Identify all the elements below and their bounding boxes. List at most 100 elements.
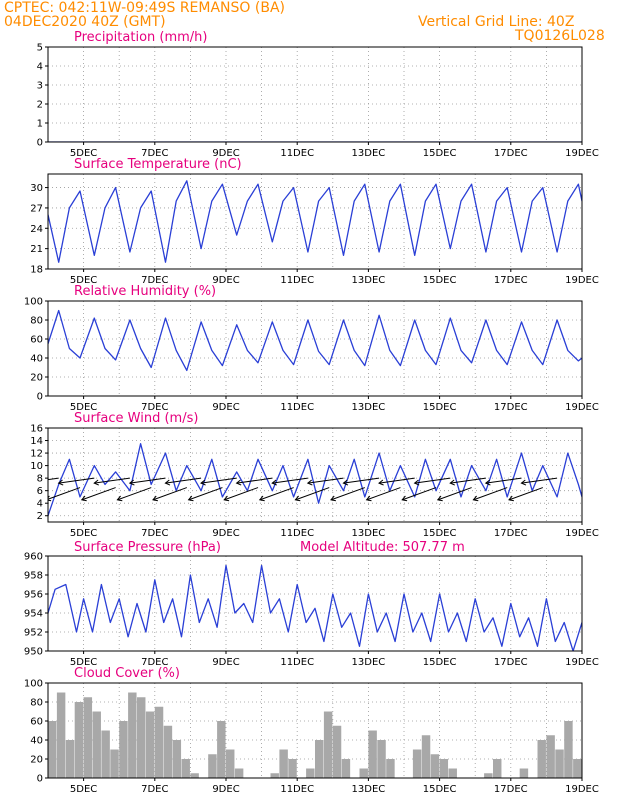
wind-arrow-head [223, 495, 230, 502]
cloud-bar [573, 759, 582, 778]
x-tick-label: 7DEC [141, 275, 168, 286]
wind-arrow-head [23, 480, 28, 485]
y-tick-label: 4 [37, 62, 43, 73]
plot-area [48, 564, 582, 651]
y-tick-label: 80 [30, 316, 43, 327]
wind-arrow [259, 487, 294, 501]
x-tick-label: 11DEC [280, 402, 314, 413]
x-tick-label: 5DEC [70, 784, 97, 795]
cloud-bar [110, 749, 119, 778]
x-tick-label: 19DEC [565, 148, 599, 159]
cloud-bar [493, 759, 502, 778]
cloud-bar [288, 759, 297, 778]
cloud-bar [332, 725, 342, 778]
x-tick-label: 5DEC [70, 148, 97, 159]
y-tick-label: 3 [37, 81, 43, 92]
y-tick-label: 40 [30, 354, 43, 365]
cloud-bar [519, 768, 529, 778]
cloud-bar [368, 730, 377, 778]
x-tick-label: 11DEC [280, 275, 314, 286]
x-tick-label: 11DEC [280, 784, 314, 795]
y-tick-label: 16 [30, 424, 43, 435]
x-tick-label: 11DEC [280, 657, 314, 668]
y-tick-label: 6 [37, 486, 43, 497]
plot-area [48, 692, 582, 778]
header-station: CPTEC: 042:11W-09:49S REMANSO (BA) [4, 0, 285, 16]
cloud-bar [119, 721, 128, 778]
wind-arrow-head [520, 479, 527, 486]
panel-precip: 0 1 2 3 4 5 5DEC 7DEC 9DEC 11DEC 13DEC 15DEC 17DEC 19… [37, 30, 599, 159]
wind-arrow-head [484, 479, 491, 486]
x-tick-label: 9DEC [212, 657, 239, 668]
wind-arrow-head [164, 479, 171, 486]
y-tick-label: 14 [30, 436, 43, 447]
wind-arrow-head [235, 479, 242, 486]
wind-arrow [165, 477, 202, 484]
cloud-bar [163, 725, 173, 778]
x-tick-label: 9DEC [212, 148, 239, 159]
wind-arrow [307, 477, 344, 484]
x-tick-label: 19DEC [565, 402, 599, 413]
cloud-bar [92, 711, 101, 778]
wind-arrow-head [152, 495, 158, 502]
wind-arrow [152, 487, 188, 501]
x-tick-label: 7DEC [141, 657, 168, 668]
x-tick-label: 19DEC [565, 657, 599, 668]
x-tick-label: 13DEC [352, 528, 386, 539]
wind-arrow-head [365, 495, 372, 502]
x-tick-label: 13DEC [352, 148, 386, 159]
y-tick-label: 5 [37, 43, 43, 54]
x-tick-label: 11DEC [280, 148, 314, 159]
wind-arrow [521, 477, 558, 484]
wind-arrow [485, 477, 522, 484]
x-tick-label: 19DEC [565, 528, 599, 539]
y-tick-label: 2 [37, 100, 43, 111]
cloud-bar [386, 759, 395, 778]
x-tick-label: 17DEC [494, 148, 528, 159]
y-tick-label: 27 [30, 203, 43, 214]
plot-area [48, 180, 582, 263]
cloud-bar [430, 754, 440, 778]
y-tick-label: 100 [24, 679, 43, 690]
cloud-bar [56, 692, 66, 778]
cloud-bar [359, 768, 368, 778]
cloud-bar [226, 749, 235, 778]
wind-arrow-head [413, 479, 420, 486]
cloud-bar [83, 697, 93, 778]
cloud-bar [234, 768, 244, 778]
x-tick-label: 7DEC [141, 784, 168, 795]
cloud-bar [270, 773, 279, 778]
wind-arrow [129, 477, 166, 484]
y-tick-label: 1 [37, 119, 43, 130]
plot-area [23, 443, 582, 516]
wind-arrow-head [187, 495, 194, 502]
x-tick-label: 5DEC [70, 275, 97, 286]
wind-arrow [224, 487, 259, 501]
series-line-temp [48, 180, 582, 263]
wind-arrow [94, 477, 130, 484]
wind-arrow [330, 487, 366, 501]
wind-arrow [508, 487, 544, 501]
panel-frame [47, 427, 583, 523]
panel-rh: 0 20 40 60 80 100 5DEC 7DEC 9DEC 11DEC 13DEC 15DEC 1… [24, 284, 599, 413]
wind-arrow [188, 487, 223, 501]
x-tick-label: 15DEC [423, 148, 457, 159]
y-tick-label: 24 [30, 224, 43, 235]
y-tick-label: 0 [37, 138, 43, 149]
panel-title: Relative Humidity (%) [74, 284, 216, 299]
wind-arrow [437, 487, 472, 501]
y-tick-label: 18 [30, 265, 43, 276]
x-tick-label: 15DEC [423, 528, 457, 539]
wind-arrow [450, 477, 486, 484]
y-tick-label: 20 [30, 373, 43, 384]
cloud-bar [145, 711, 155, 778]
panel-temp: 18 21 24 27 30 5DEC 7DEC 9DEC 11DEC 13DEC 15DEC 17D… [30, 157, 599, 286]
y-tick-label: 100 [24, 297, 43, 308]
panel-frame [47, 173, 583, 270]
cloud-bar [217, 721, 226, 778]
panel-title: Precipitation (mm/h) [74, 30, 207, 45]
x-tick-label: 13DEC [352, 657, 386, 668]
model-altitude-label: Model Altitude: 507.77 m [300, 540, 465, 555]
y-tick-label: 12 [30, 449, 43, 460]
cloud-bar [306, 768, 315, 778]
